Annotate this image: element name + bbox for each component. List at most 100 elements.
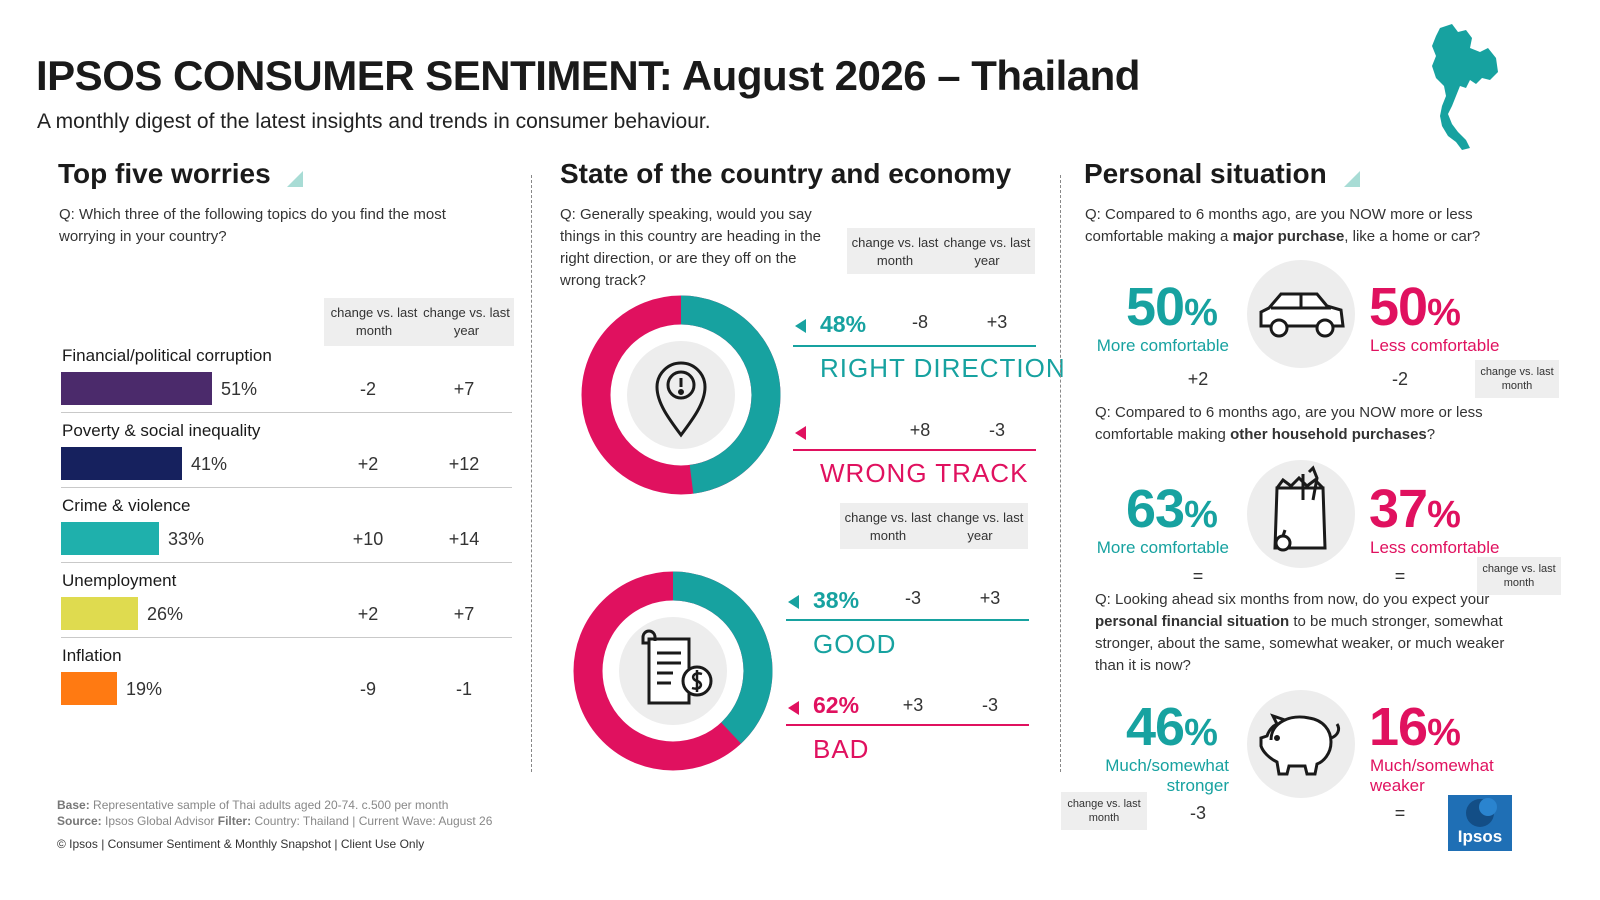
q2-less-pct: 37% bbox=[1369, 479, 1461, 539]
grocery-bag-icon bbox=[1273, 465, 1327, 552]
triangle-decoration-icon bbox=[287, 171, 303, 187]
country-title: State of the country and economy bbox=[560, 158, 1012, 189]
q2-change-label: change vs. last month bbox=[1477, 557, 1561, 595]
right-direction-segment bbox=[581, 295, 781, 495]
triangle-decoration-icon bbox=[1344, 171, 1360, 187]
worry-change-month: +2 bbox=[357, 454, 379, 474]
worry-pct: 41% bbox=[191, 454, 228, 474]
worry-row-divider bbox=[61, 562, 512, 563]
piggy-icon-bg bbox=[1247, 690, 1355, 798]
car-icon-bg bbox=[1247, 260, 1355, 368]
personal-q2: Q: Compared to 6 months ago, are you NOW… bbox=[1095, 404, 1483, 443]
worries-question: Q: Which three of the following topics d… bbox=[59, 206, 446, 245]
q3-change-label: change vs. last month bbox=[1061, 792, 1147, 830]
good-label: GOOD bbox=[813, 629, 897, 659]
q3-less-change: = bbox=[1394, 803, 1406, 823]
worry-bar bbox=[61, 672, 117, 705]
worry-row-divider bbox=[61, 637, 512, 638]
right-direction-month: -8 bbox=[911, 312, 928, 332]
worry-row-divider bbox=[61, 412, 512, 413]
q3-more-change: -3 bbox=[1189, 803, 1206, 823]
personal-q3: Q: Looking ahead six months from now, do… bbox=[1095, 591, 1505, 674]
q3-more-label: Much/somewhat stronger bbox=[1105, 756, 1229, 795]
footer-copyright: © Ipsos | Consumer Sentiment & Monthly S… bbox=[57, 837, 425, 851]
worry-bar bbox=[61, 372, 212, 405]
good-pct: 38% bbox=[813, 587, 860, 613]
right-direction-marker bbox=[795, 319, 806, 333]
economy-donut-chart bbox=[573, 571, 773, 771]
piggy-bank-icon bbox=[1259, 713, 1341, 776]
worry-label: Unemployment bbox=[62, 571, 177, 590]
worry-row-divider bbox=[61, 487, 512, 488]
worries-title: Top five worries bbox=[58, 158, 271, 189]
worry-pct: 33% bbox=[168, 529, 205, 549]
good-year: +3 bbox=[979, 588, 1001, 608]
direction-change-header: change vs. last monthchange vs. last yea… bbox=[847, 228, 1035, 274]
direction-col-year: change vs. last year bbox=[943, 235, 1031, 268]
right-direction-pct: 48% bbox=[820, 311, 867, 337]
bad-pct: 62% bbox=[813, 692, 860, 718]
worry-change-year: +7 bbox=[453, 379, 475, 399]
worry-change-month: -2 bbox=[359, 379, 376, 399]
q3-less-pct: 16% bbox=[1369, 697, 1461, 757]
location-alert-icon bbox=[655, 361, 707, 438]
wrong-track-marker bbox=[795, 426, 806, 440]
q1-less-pct: 50% bbox=[1369, 277, 1461, 337]
bill-dollar-icon bbox=[641, 629, 713, 705]
worries-col-year: change vs. last year bbox=[423, 305, 510, 338]
q1-less-change: -2 bbox=[1391, 369, 1408, 389]
right-direction-rule bbox=[793, 345, 1036, 347]
direction-col-month: change vs. last month bbox=[851, 235, 939, 268]
worry-bar bbox=[61, 447, 182, 480]
right-direction-year: +3 bbox=[986, 312, 1008, 332]
direction-donut-chart bbox=[581, 295, 781, 495]
bad-month: +3 bbox=[902, 695, 924, 715]
country-question: Q: Generally speaking, would you say thi… bbox=[560, 206, 821, 289]
bad-label: BAD bbox=[813, 734, 870, 764]
worry-change-year: +7 bbox=[453, 604, 475, 624]
bad-year: -3 bbox=[981, 695, 998, 715]
q1-more-label: More comfortable bbox=[1096, 336, 1229, 355]
ipsos-logo-mark bbox=[1466, 798, 1497, 827]
q3-more-pct: 46% bbox=[1126, 697, 1218, 757]
personal-q1: Q: Compared to 6 months ago, are you NOW… bbox=[1085, 206, 1481, 245]
worry-label: Financial/political corruption bbox=[62, 346, 272, 365]
ipsos-logo: Ipsos bbox=[1448, 795, 1512, 851]
good-month: -3 bbox=[904, 588, 921, 608]
worry-label: Crime & violence bbox=[62, 496, 191, 515]
worry-change-year: -1 bbox=[455, 679, 472, 699]
wrong-track-month: +8 bbox=[909, 420, 931, 440]
worry-pct: 51% bbox=[221, 379, 258, 399]
page-subtitle: A monthly digest of the latest insights … bbox=[37, 110, 711, 133]
good-segment bbox=[573, 571, 773, 771]
q1-more-pct: 50% bbox=[1126, 277, 1218, 337]
worry-change-year: +12 bbox=[448, 454, 480, 474]
wrong-track-rule bbox=[793, 449, 1036, 451]
q2-less-label: Less comfortable bbox=[1370, 538, 1500, 557]
page-title: IPSOS CONSUMER SENTIMENT: August 2026 – … bbox=[36, 52, 1140, 99]
worry-change-month: +2 bbox=[357, 604, 379, 624]
bad-rule bbox=[786, 724, 1029, 726]
q1-change-label: change vs. last month bbox=[1475, 360, 1559, 398]
q2-more-change: = bbox=[1192, 566, 1204, 586]
worries-col-month: change vs. last month bbox=[330, 305, 418, 338]
grocery-icon-bg bbox=[1247, 460, 1355, 568]
right-direction-label: RIGHT DIRECTION bbox=[820, 353, 1066, 383]
economy-col-month: change vs. last month bbox=[844, 510, 932, 543]
worry-label: Poverty & social inequality bbox=[62, 421, 261, 440]
footer-base: Base: Representative sample of Thai adul… bbox=[57, 798, 449, 812]
worry-bar bbox=[61, 597, 138, 630]
personal-title: Personal situation bbox=[1084, 158, 1327, 189]
footer-source: Source: Ipsos Global Advisor Filter: Cou… bbox=[57, 814, 493, 828]
column-divider-2 bbox=[1060, 175, 1061, 772]
worry-change-month: -9 bbox=[359, 679, 376, 699]
worry-pct: 26% bbox=[147, 604, 184, 624]
worry-change-year: +14 bbox=[448, 529, 480, 549]
wrong-track-year: -3 bbox=[988, 420, 1005, 440]
worry-pct: 19% bbox=[126, 679, 163, 699]
q1-less-label: Less comfortable bbox=[1370, 336, 1500, 355]
worry-bar bbox=[61, 522, 159, 555]
q1-more-change: +2 bbox=[1187, 369, 1209, 389]
column-divider bbox=[531, 175, 532, 772]
q2-more-pct: 63% bbox=[1126, 479, 1218, 539]
